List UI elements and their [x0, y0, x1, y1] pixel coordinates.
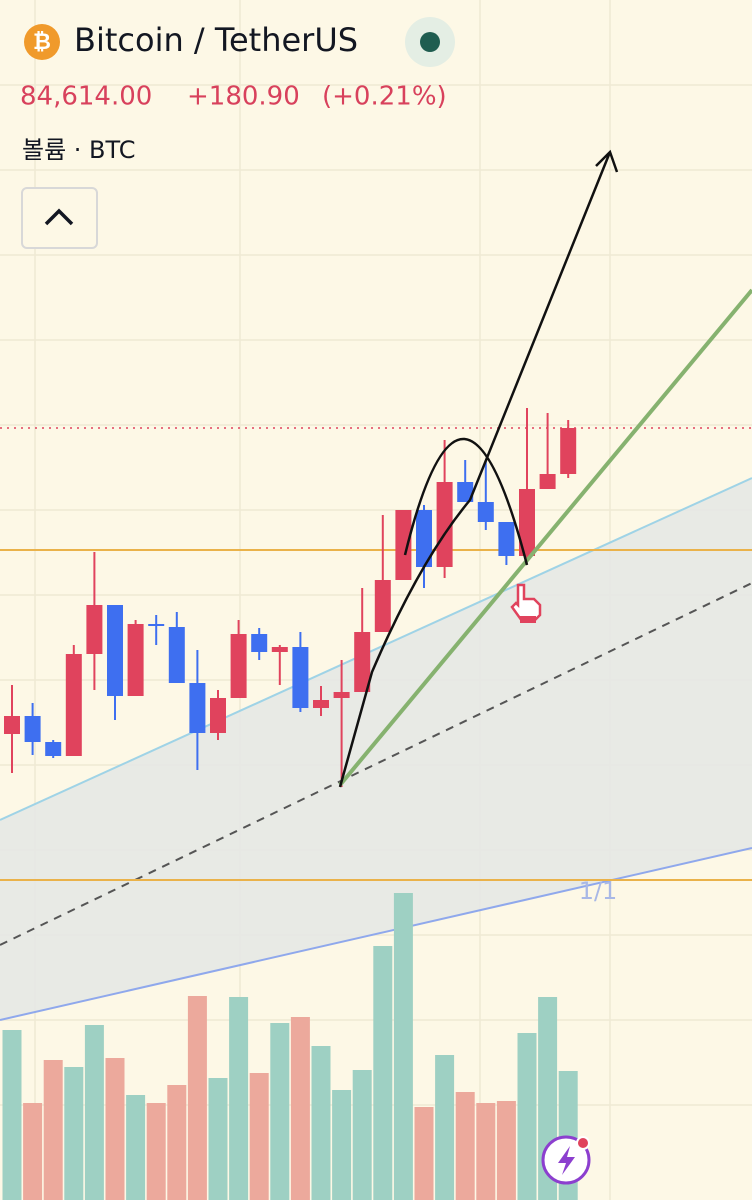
- volume-bar: [105, 1058, 125, 1200]
- candle-body: [127, 624, 144, 696]
- candle-body: [4, 716, 20, 734]
- candle-body: [24, 716, 41, 742]
- candle-body: [313, 700, 329, 708]
- candle-body: [230, 634, 247, 698]
- volume-bar: [229, 997, 249, 1200]
- volume-bar: [332, 1090, 352, 1200]
- levels: [0, 427, 752, 881]
- candle-body: [374, 580, 391, 632]
- arrow-drawing: [338, 149, 619, 788]
- lightning-button[interactable]: [541, 1135, 591, 1185]
- candle-body: [457, 482, 474, 502]
- candle-body: [333, 692, 350, 698]
- candle-body: [210, 698, 226, 733]
- volume-bar: [23, 1103, 43, 1200]
- volume-bar: [393, 893, 413, 1200]
- volume-bar: [414, 1107, 434, 1200]
- volume-bar: [270, 1023, 290, 1200]
- candle-body: [416, 510, 432, 567]
- candle-body: [477, 502, 494, 522]
- volume-bar: [517, 1033, 537, 1200]
- candle-body: [560, 428, 577, 474]
- chevron-up: [44, 208, 74, 226]
- symbol-title: Bitcoin / TetherUS: [74, 21, 358, 59]
- candle-body: [519, 489, 535, 556]
- channel-mid: [0, 582, 752, 946]
- channel-bottom: [0, 847, 752, 1021]
- status-dot: [420, 32, 440, 52]
- candle-body: [292, 647, 309, 708]
- candle-body: [168, 627, 185, 683]
- volume-bar: [208, 1078, 228, 1200]
- volume-bar: [84, 1025, 104, 1200]
- candle-body: [271, 647, 288, 652]
- price-change: +180.90: [187, 82, 300, 112]
- candle-body: [354, 632, 371, 692]
- price-change-percent: (+0.21%): [322, 82, 447, 112]
- volume-bar: [352, 1070, 372, 1200]
- volume-bar: [43, 1060, 63, 1200]
- volume-label: 볼륨 · BTC: [22, 136, 136, 164]
- candle-body: [148, 624, 165, 626]
- volume-pane: [2, 893, 578, 1200]
- volume-bar: [126, 1095, 146, 1200]
- channel-fill: [0, 478, 752, 1020]
- candle-body: [436, 482, 453, 567]
- candle-body: [107, 605, 123, 696]
- volume-bar: [496, 1101, 516, 1200]
- candle-body: [395, 510, 412, 580]
- volume-bar: [249, 1073, 269, 1200]
- volume-bar: [167, 1085, 187, 1200]
- candle-body: [189, 683, 206, 733]
- pointer-icon: [510, 583, 542, 623]
- candles: [4, 408, 577, 787]
- volume-bar: [455, 1092, 475, 1200]
- trend-line: [338, 288, 752, 787]
- arc-drawing: [403, 437, 529, 566]
- candle-body: [251, 634, 268, 652]
- volume-bar: [2, 1030, 22, 1200]
- price: 84,614.00: [20, 82, 152, 112]
- volume-bar: [373, 946, 393, 1200]
- candle-body: [65, 654, 82, 756]
- volume-bar: [187, 996, 207, 1200]
- volume-bar: [290, 1017, 310, 1200]
- coin-icon: [24, 24, 60, 60]
- candle-body: [86, 605, 103, 654]
- volume-bar: [146, 1103, 166, 1200]
- annotation: 1/1: [579, 877, 618, 905]
- volume-bar: [64, 1067, 84, 1200]
- volume-bar: [311, 1046, 331, 1200]
- candle-body: [45, 742, 62, 756]
- candle-body: [498, 522, 515, 556]
- coin-symbol: ₿: [33, 30, 51, 55]
- volume-bar: [435, 1055, 455, 1200]
- volume-bar: [476, 1103, 496, 1200]
- collapse-button[interactable]: [21, 187, 98, 249]
- candle-body: [539, 474, 556, 489]
- channel-top: [0, 477, 752, 821]
